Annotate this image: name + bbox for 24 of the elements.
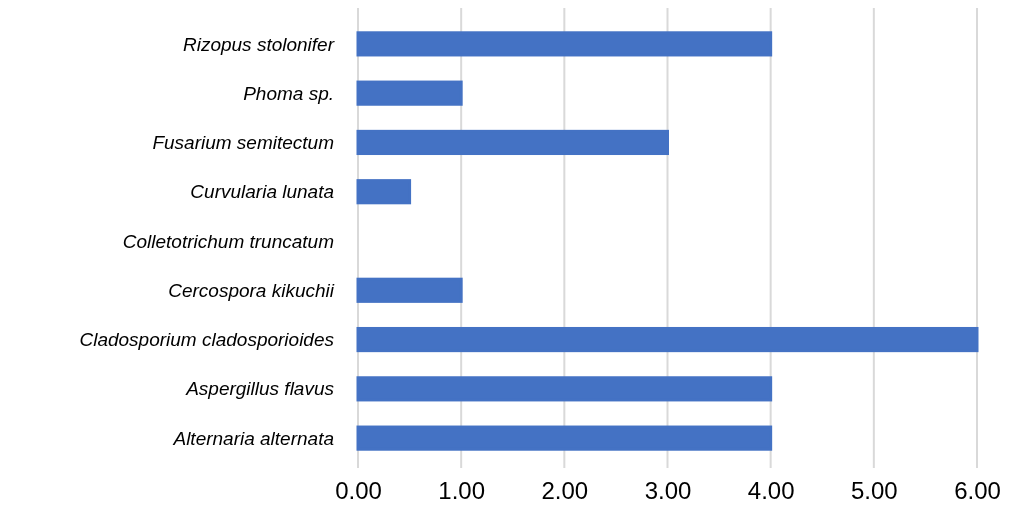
x-tick-label: 1.00 — [438, 477, 486, 505]
x-tick-label: 6.00 — [954, 477, 1001, 505]
y-tick-label: Colletotrichum truncatum — [122, 230, 334, 252]
bar — [356, 277, 463, 303]
bar — [356, 129, 669, 156]
bar — [356, 31, 773, 57]
y-tick-label: Fusarium semitectum — [152, 132, 334, 154]
y-tick-label: Aspergillus flavus — [185, 378, 335, 400]
bar — [356, 80, 463, 106]
x-tick-label: 2.00 — [541, 477, 589, 505]
x-tick-label: 0.00 — [335, 477, 382, 505]
y-tick-label: Curvularia lunata — [190, 181, 334, 203]
bar — [356, 425, 773, 451]
x-tick-label: 5.00 — [850, 477, 898, 505]
x-tick-label: 4.00 — [747, 477, 795, 505]
y-tick-label: Cladosporium cladosporioides — [79, 329, 335, 351]
y-tick-label: Phoma sp. — [243, 82, 334, 104]
y-tick-label: Rizopus stolonifer — [182, 33, 335, 55]
y-tick-label: Cercospora kikuchii — [168, 279, 335, 301]
y-tick-label: Alternaria alternata — [172, 427, 334, 449]
x-tick-label: 3.00 — [644, 477, 692, 505]
bar — [356, 326, 979, 353]
bar — [356, 376, 773, 402]
bar — [356, 179, 412, 205]
